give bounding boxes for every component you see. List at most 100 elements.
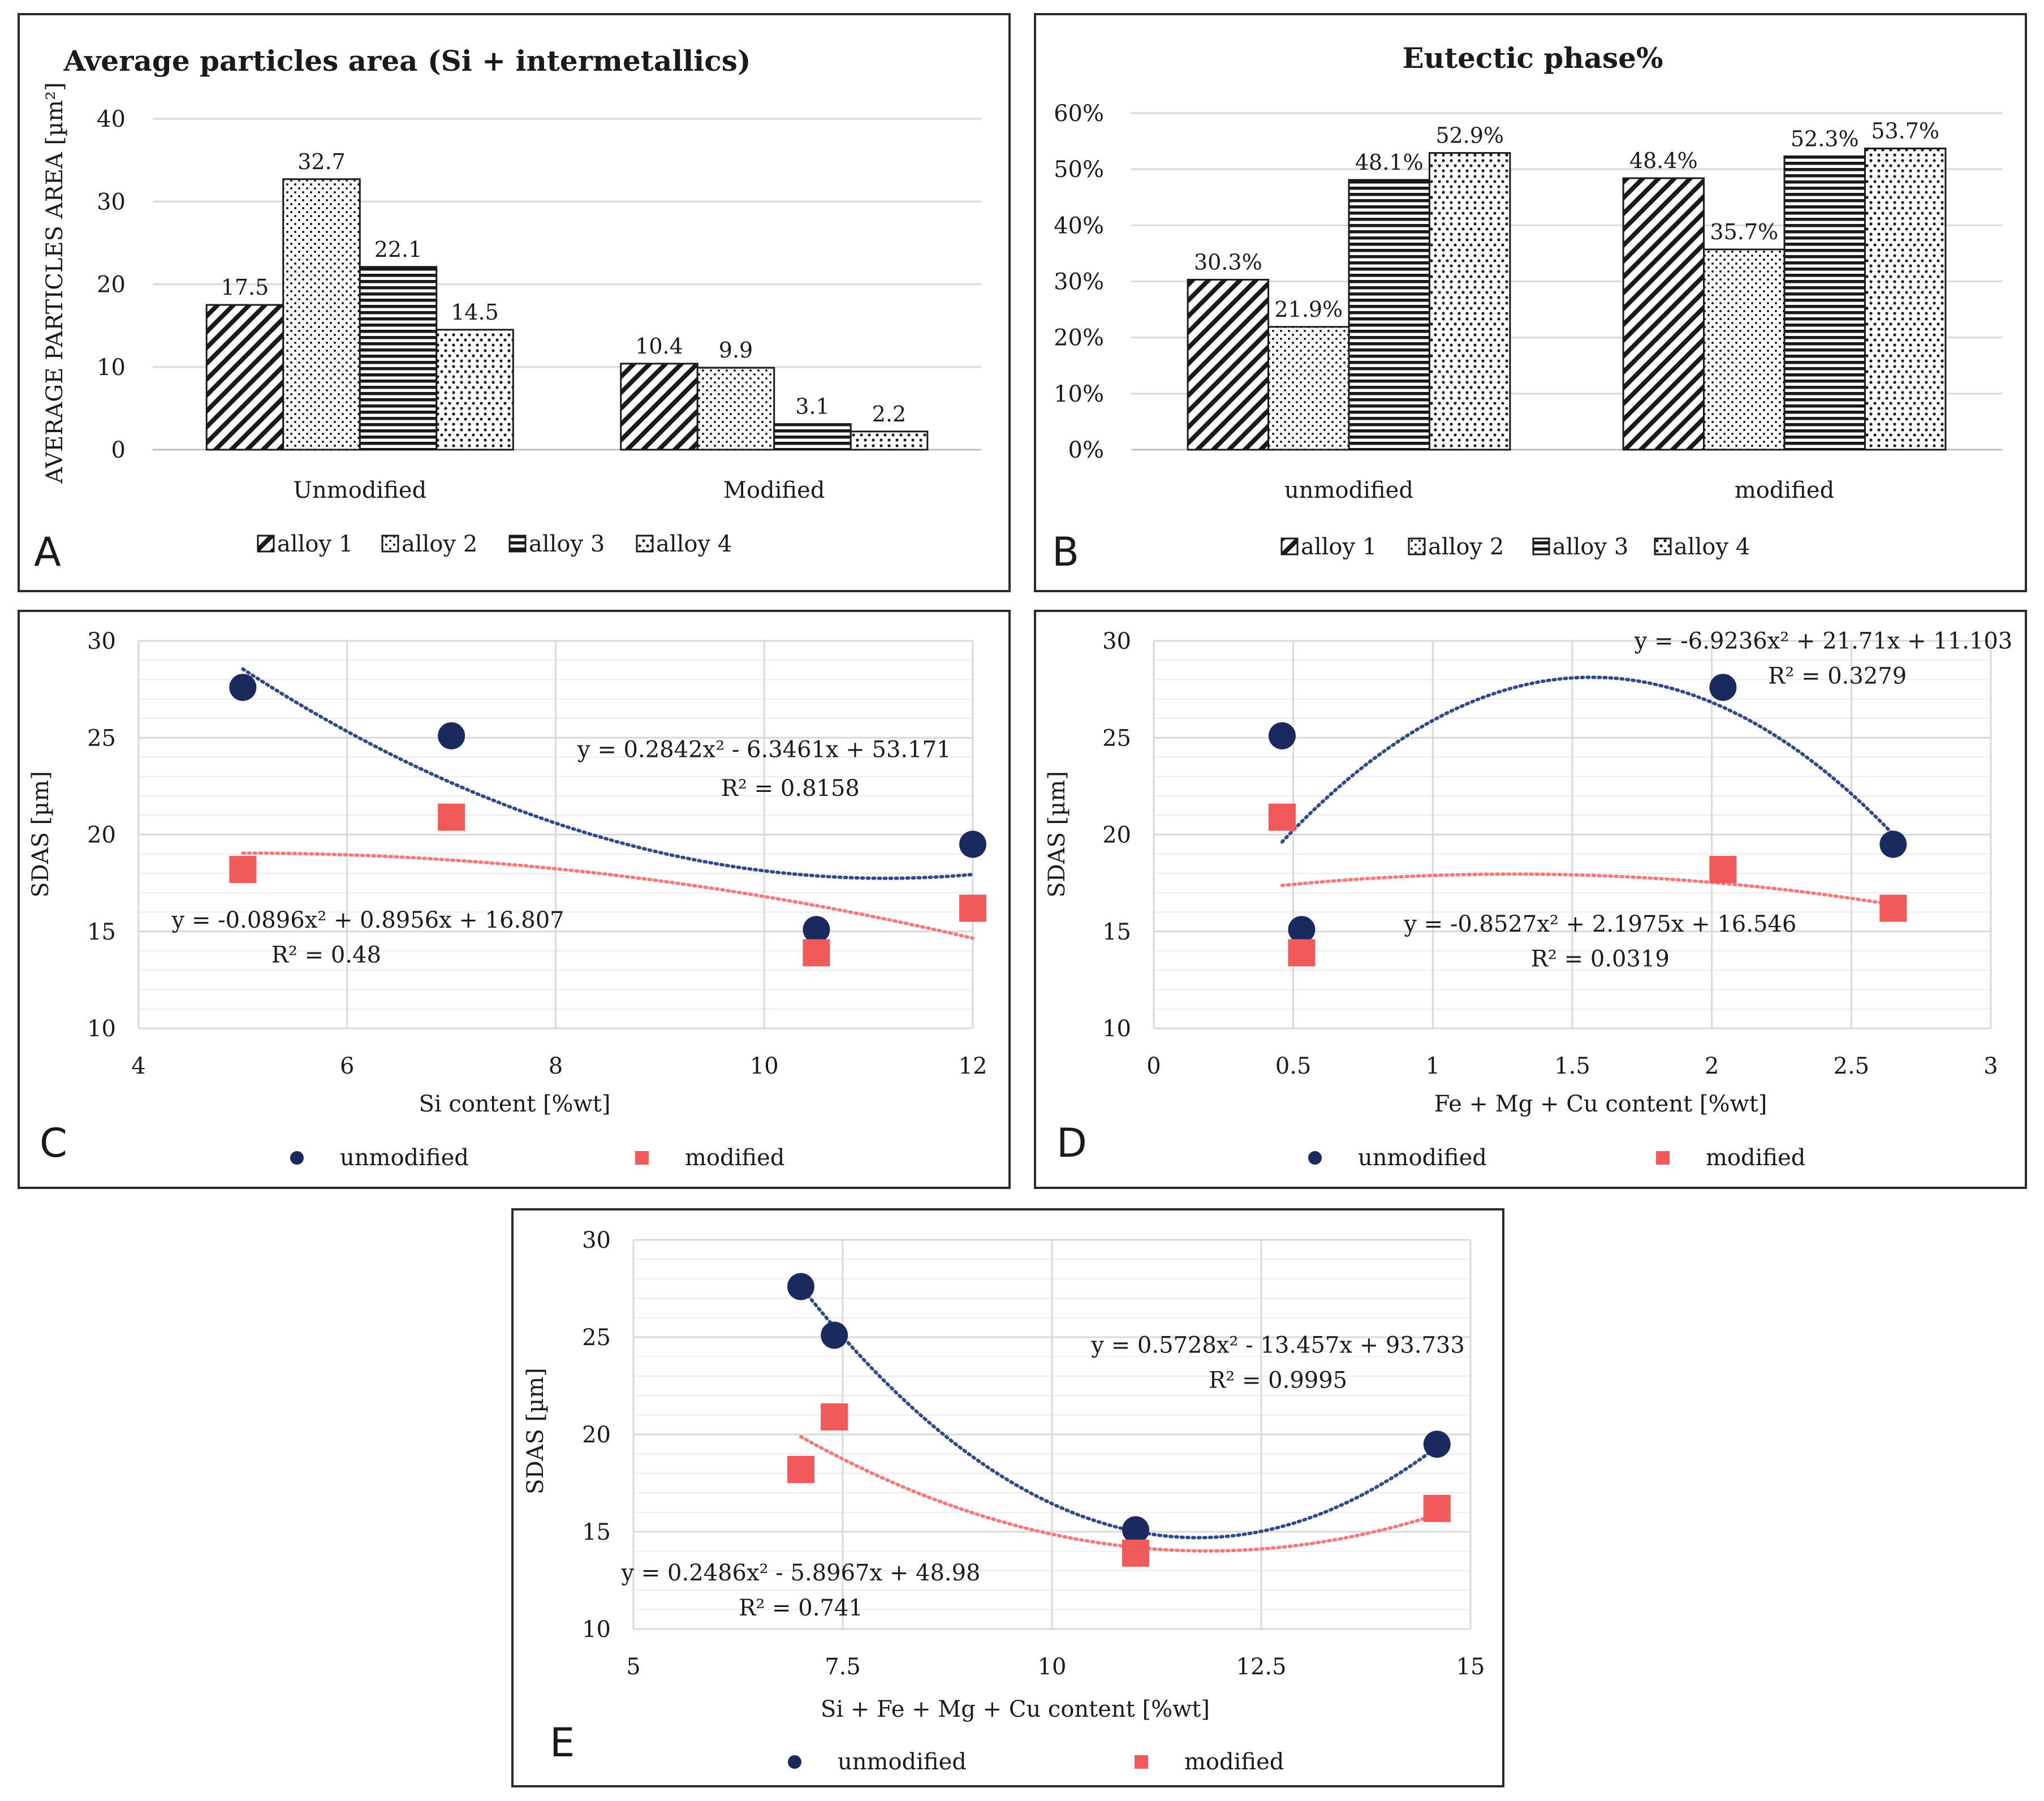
data-label: 53.7% [1871, 118, 1939, 143]
y-tick-label: 10 [87, 1016, 116, 1042]
bar [849, 430, 929, 451]
x-tick-label: 7.5 [825, 1654, 861, 1680]
y-tick-label: 10 [1102, 1016, 1131, 1042]
x-category-label: unmodified [1284, 477, 1413, 503]
legend-label: alloy 4 [1674, 534, 1750, 560]
legend-marker-modified [1135, 1755, 1148, 1769]
legend-label: modified [1184, 1749, 1284, 1775]
bar [1622, 177, 1705, 451]
trend-equation: y = -0.8527x² + 2.1975x + 16.546 [1403, 911, 1796, 937]
y-tick-label: 40 [97, 106, 126, 132]
data-label: 2.2 [872, 402, 906, 426]
x-tick-label: 1.5 [1554, 1053, 1590, 1079]
data-label: 22.1 [374, 237, 422, 262]
y-tick-label: 30 [1102, 628, 1131, 654]
x-tick-label: 3 [1983, 1053, 1998, 1079]
panel-b-chart: Eutectic phase% 0% 10% 20% 30% 40% 50% 60% 30.3%… [1052, 41, 2002, 575]
data-label: 14.5 [451, 300, 499, 325]
legend-swatch [1654, 537, 1672, 555]
panel-letter: C [40, 1120, 67, 1166]
modified-trendline [1280, 872, 1895, 907]
legend-label: unmodified [340, 1145, 469, 1171]
x-tick-label: 0.5 [1275, 1053, 1312, 1079]
x-tick-label: 15 [1456, 1654, 1485, 1680]
modified-point [1268, 803, 1296, 831]
legend-marker-modified [635, 1151, 649, 1165]
unmodified-point [1423, 1431, 1451, 1458]
data-label: 21.9% [1274, 297, 1343, 322]
unmodified-point [229, 674, 257, 701]
panel-e-frame [511, 1208, 1504, 1787]
trend-equation: y = 0.5728x² - 13.457x + 93.733 [1090, 1333, 1464, 1359]
modified-point [787, 1455, 814, 1483]
bar [1187, 279, 1270, 451]
x-tick-label: 10 [1038, 1654, 1067, 1680]
x-axis-title: Fe + Mg + Cu content [%wt] [1434, 1091, 1767, 1117]
y-axis-title: SDAS [µm] [1044, 771, 1070, 898]
bar [435, 329, 514, 451]
bar [773, 423, 852, 451]
y-tick-label: 20 [1102, 822, 1131, 848]
x-tick-label: 10 [750, 1053, 779, 1079]
modified-point [959, 894, 986, 922]
unmodified-point [803, 916, 830, 943]
panel-letter: D [1057, 1120, 1087, 1166]
chart-title: Average particles area (Si + intermetall… [63, 44, 751, 77]
trend-equation: y = 0.2842x² - 6.3461x + 53.171 [577, 737, 951, 763]
legend-label: alloy 1 [277, 531, 353, 557]
x-tick-label: 12 [959, 1053, 987, 1079]
y-tick-label: 25 [582, 1325, 611, 1351]
x-tick-label: 0 [1146, 1053, 1161, 1079]
panel-a-frame [18, 13, 1011, 592]
data-label: 32.7 [297, 149, 346, 174]
modified-point [1423, 1494, 1451, 1522]
x-tick-label: 2 [1705, 1053, 1719, 1079]
legend-label: alloy 2 [1428, 534, 1504, 560]
y-tick-label: 50% [1054, 157, 1104, 183]
legend-label: alloy 4 [656, 531, 732, 557]
panel-letter: A [34, 529, 61, 575]
unmodified-point [787, 1273, 814, 1300]
bar [205, 304, 284, 451]
unmodified-point [959, 830, 986, 858]
data-label: 17.5 [221, 275, 269, 300]
bar [1783, 155, 1866, 451]
panel-d-frame [1034, 610, 2027, 1189]
modified-point [438, 803, 465, 831]
unmodified-point [1268, 722, 1296, 749]
modified-point [1709, 856, 1737, 884]
legend-marker-unmodified [788, 1755, 801, 1769]
y-tick-label: 10 [582, 1617, 611, 1643]
y-tick-label: 30 [97, 189, 126, 215]
data-label: 9.9 [719, 338, 753, 363]
legend-label: unmodified [838, 1749, 967, 1775]
y-tick-label: 10% [1054, 381, 1104, 407]
trend-equation: R² = 0.48 [271, 942, 381, 968]
legend-label: unmodified [1358, 1145, 1487, 1171]
data-label: 35.7% [1710, 219, 1778, 244]
y-tick-label: 0% [1068, 437, 1104, 463]
chart-title: Eutectic phase% [1403, 41, 1663, 75]
unmodified-point [1288, 916, 1316, 943]
unmodified-point [438, 722, 465, 749]
x-category-label: Unmodified [293, 477, 426, 503]
modified-point [1879, 894, 1907, 922]
x-tick-label: 4 [131, 1053, 145, 1079]
trend-equation: R² = 0.3279 [1768, 663, 1907, 689]
data-label: 52.3% [1791, 126, 1859, 151]
panel-letter: B [1052, 529, 1079, 575]
trend-equation: y = -6.9236x² + 21.71x + 11.103 [1634, 628, 2013, 654]
modified-trendline [241, 851, 974, 940]
legend-label: modified [1706, 1145, 1805, 1171]
legend-label: alloy 2 [402, 531, 477, 557]
panel-letter: E [550, 1720, 575, 1766]
data-label: 48.1% [1355, 150, 1424, 175]
unmodified-trendline [1280, 675, 1895, 844]
panel-e-chart: 10 15 20 25 30 5 7.5 10 12.5 15 Si + Fe + Mg + Cu … [523, 1227, 1485, 1775]
trend-equation: y = -0.0896x² + 0.8956x + 16.807 [171, 907, 564, 933]
modified-trendline [799, 1435, 1439, 1553]
legend-marker-unmodified [290, 1151, 304, 1165]
panel-c-frame [18, 610, 1011, 1189]
x-axis-title: Si + Fe + Mg + Cu content [%wt] [821, 1696, 1210, 1722]
